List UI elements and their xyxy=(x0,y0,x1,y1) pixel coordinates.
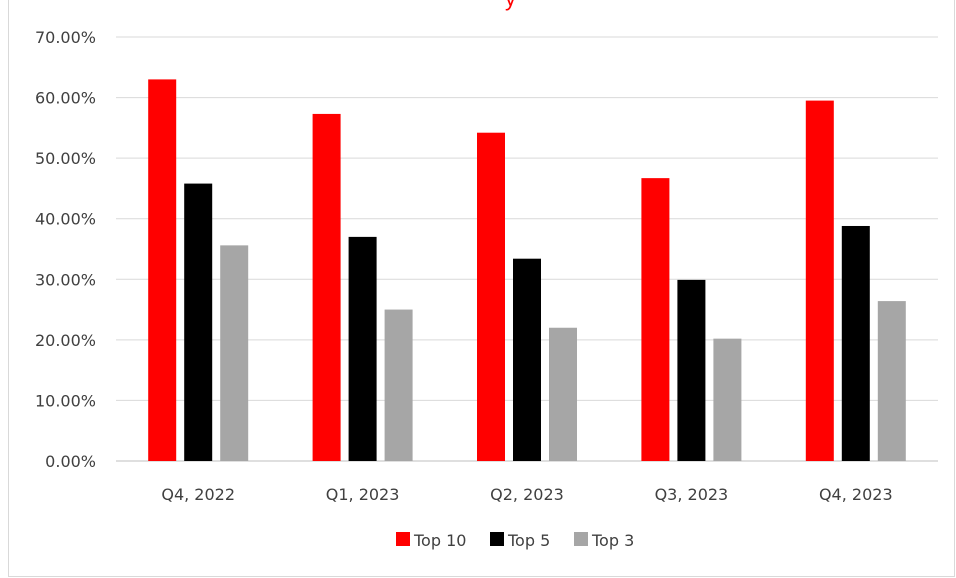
bar-top-3 xyxy=(877,301,906,461)
y-tick-label: 20.00% xyxy=(35,331,96,350)
x-tick-label: Q2, 2023 xyxy=(490,485,564,504)
legend-label: Top 5 xyxy=(507,531,550,550)
y-tick-label: 50.00% xyxy=(35,149,96,168)
legend-swatch xyxy=(490,532,504,546)
bar-top-3 xyxy=(549,327,577,461)
bar-top-10 xyxy=(805,100,834,461)
x-tick-label: Q4, 2022 xyxy=(161,485,235,504)
chart-title-fragment: y xyxy=(505,0,516,12)
y-axis-ticks: 0.00% 10.00% 20.00% 30.00% 40.00% 50.00% 60.00… xyxy=(35,28,96,471)
x-tick-label: Q3, 2023 xyxy=(655,485,729,504)
gridlines xyxy=(116,36,938,462)
legend-label: Top 10 xyxy=(413,531,466,550)
chart-frame xyxy=(8,0,955,577)
y-tick-label: 40.00% xyxy=(35,210,96,229)
bar-top-10 xyxy=(641,178,670,462)
x-tick-label: Q1, 2023 xyxy=(326,485,400,504)
x-axis-ticks: Q4, 2022 Q1, 2023 Q2, 2023 Q3, 2023 Q4, 2023 xyxy=(161,485,892,504)
y-tick-label: 70.00% xyxy=(35,28,96,47)
legend: Top 10 Top 5 Top 3 xyxy=(396,531,634,550)
legend-swatch xyxy=(574,532,588,546)
bar-top-5 xyxy=(677,279,706,461)
bars xyxy=(148,79,906,462)
x-tick-label: Q4, 2023 xyxy=(819,485,893,504)
y-tick-label: 10.00% xyxy=(35,391,96,410)
bar-top-10 xyxy=(477,132,505,461)
legend-label: Top 3 xyxy=(591,531,634,550)
legend-swatch xyxy=(396,532,410,546)
bar-top-10 xyxy=(148,79,177,462)
y-tick-label: 60.00% xyxy=(35,89,96,108)
y-tick-label: 30.00% xyxy=(35,270,96,289)
bar-top-5 xyxy=(513,258,541,461)
bar-top-3 xyxy=(220,245,249,461)
bar-top-5 xyxy=(348,236,377,461)
bar-top-5 xyxy=(841,225,870,461)
y-tick-label: 0.00% xyxy=(45,452,96,471)
bar-top-10 xyxy=(312,113,341,461)
bar-top-5 xyxy=(184,183,213,461)
bar-top-3 xyxy=(384,309,413,461)
bar-top-3 xyxy=(713,338,742,461)
